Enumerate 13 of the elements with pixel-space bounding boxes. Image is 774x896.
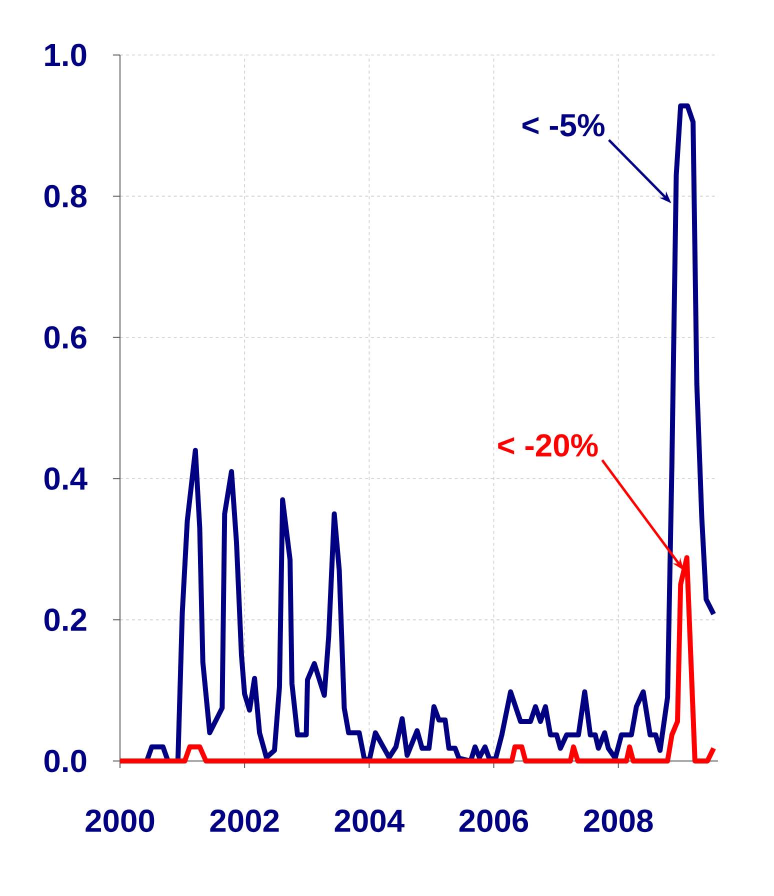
y-tick-label: 0.8 xyxy=(44,184,87,208)
annotation: < -20% xyxy=(498,434,598,457)
x-tick-label: 2002 xyxy=(210,810,279,832)
x-tick-label: 2006 xyxy=(459,810,528,832)
y-tick-label: 0.6 xyxy=(44,326,86,349)
y-tick-label: 0.0 xyxy=(44,750,86,772)
x-tick-label: 2000 xyxy=(86,810,154,832)
annotation: < -5% xyxy=(522,114,604,136)
x-tick-label: 2004 xyxy=(334,810,404,832)
x-tick-label: 2008 xyxy=(584,810,653,832)
y-tick-label: 1.0 xyxy=(45,44,86,66)
y-tick-label: 0.2 xyxy=(44,608,86,632)
y-tick-label: 0.4 xyxy=(44,467,88,490)
